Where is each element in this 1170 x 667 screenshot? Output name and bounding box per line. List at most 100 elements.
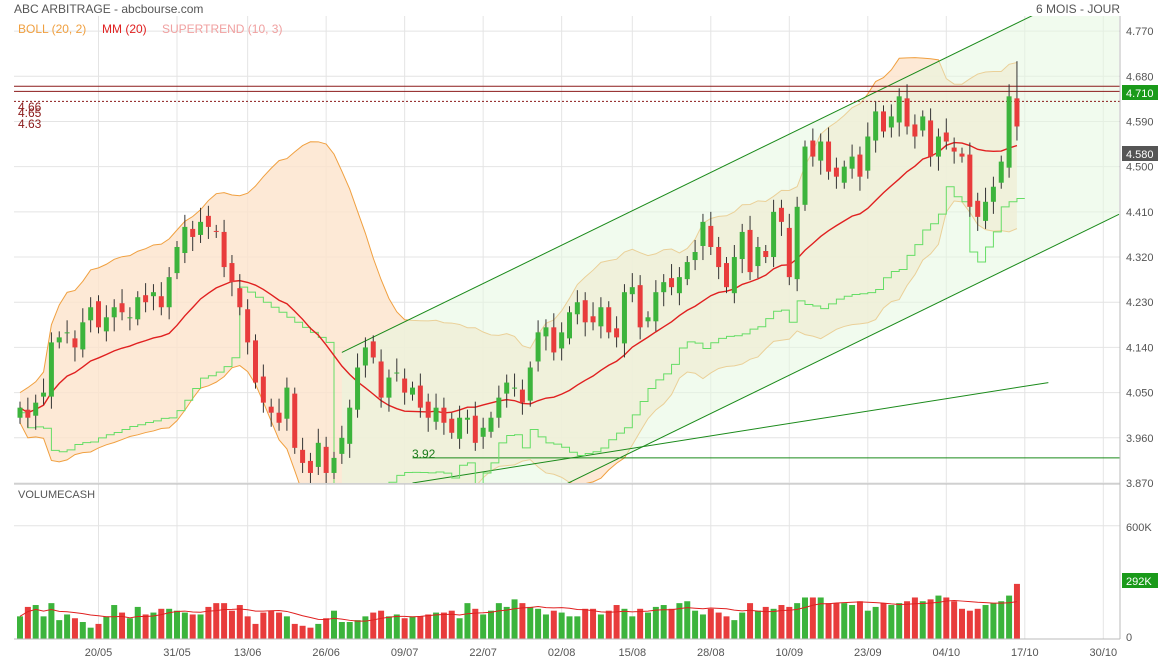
x-tick-label: 20/05 <box>85 647 113 659</box>
candle-body <box>213 230 219 232</box>
candle-body <box>205 215 211 227</box>
volume-bar <box>919 601 926 639</box>
volume-bar <box>943 597 950 639</box>
volume-bar <box>982 605 989 639</box>
volume-bar <box>864 610 871 639</box>
candle-body <box>300 449 306 463</box>
volume-bar <box>299 625 306 639</box>
candle-body <box>692 252 698 261</box>
y-tick-label: 3.870 <box>1126 478 1154 490</box>
candle-body <box>370 341 376 358</box>
candle-body <box>315 442 321 467</box>
volume-bar <box>323 618 330 639</box>
candle-body <box>103 317 109 332</box>
volume-bar <box>221 603 228 639</box>
candle-body <box>464 417 470 420</box>
volume-bar <box>338 622 345 639</box>
volume-bar <box>166 608 173 639</box>
volume-bar <box>354 620 361 639</box>
volume-bar <box>236 605 243 639</box>
volume-bar <box>660 605 667 639</box>
candle-body <box>975 200 981 217</box>
volume-bar <box>621 608 628 639</box>
candle-body <box>221 231 227 268</box>
candle-body <box>755 246 761 267</box>
candle-body <box>253 340 258 383</box>
candle-body <box>276 412 282 423</box>
volume-bar <box>464 603 471 639</box>
volume-bar <box>134 606 141 639</box>
candle-body <box>457 417 463 439</box>
volume-bar <box>802 597 808 639</box>
volume-bar <box>228 610 235 639</box>
volume-bar <box>385 616 392 639</box>
volume-bar <box>417 616 424 639</box>
volume-bar <box>778 605 785 639</box>
volume-bar <box>126 618 133 639</box>
volume-bar <box>378 610 385 639</box>
volume-bar <box>393 614 400 639</box>
x-tick-label: 04/10 <box>933 647 961 659</box>
volume-bar <box>896 603 903 639</box>
candle-body <box>378 361 384 398</box>
candle-body <box>629 287 635 295</box>
candle-body <box>410 387 415 395</box>
volume-bar <box>283 616 290 639</box>
candle-body <box>158 296 164 308</box>
volume-bar <box>346 622 353 639</box>
volume-average-line <box>19 599 1018 622</box>
volume-bar <box>582 608 589 639</box>
volume-bar <box>535 608 542 639</box>
volume-bar <box>762 606 769 639</box>
candle-body <box>512 387 518 389</box>
x-tick-label: 10/09 <box>776 647 804 659</box>
volume-bar <box>488 610 494 639</box>
volume-bar <box>715 612 722 639</box>
volume-bar <box>754 610 761 639</box>
candle-body <box>441 407 447 423</box>
candle-body <box>810 140 816 157</box>
volume-bar <box>276 612 283 639</box>
candle-body <box>778 207 784 222</box>
candle-body <box>496 397 502 418</box>
candle-body <box>559 332 565 349</box>
volume-bar <box>260 612 267 639</box>
volume-bar <box>888 605 895 639</box>
candle-body <box>849 156 855 169</box>
volume-bar <box>119 612 126 639</box>
volume-bar <box>707 608 714 639</box>
y-tick-label: 3.960 <box>1126 433 1154 445</box>
volume-bar <box>448 610 455 639</box>
volume-bar <box>1006 595 1013 639</box>
candle-body <box>535 332 541 362</box>
candle-body <box>339 437 345 454</box>
volume-bar <box>401 618 408 639</box>
legend-supertrend: SUPERTREND (10, 3) <box>162 22 282 36</box>
volume-bar <box>174 610 180 639</box>
volume-bar <box>48 603 55 639</box>
candle-body <box>488 417 494 432</box>
volume-bar <box>495 603 502 639</box>
volume-bar <box>511 599 518 639</box>
candle-body <box>323 446 329 473</box>
candle-body <box>739 231 745 260</box>
candle-body <box>802 146 808 205</box>
candle-body <box>896 96 902 123</box>
volume-bar <box>17 616 23 639</box>
y-axis-ticks: 4.770 4.680 4.590 4.500 4.410 4.320 4.230 4.140… <box>1126 26 1154 490</box>
volume-bar <box>558 612 565 639</box>
volume-bar <box>205 606 212 639</box>
volume-bar <box>472 608 479 639</box>
volume-bar <box>197 614 204 639</box>
trend-channel-fill <box>341 16 1119 483</box>
candle-body <box>80 322 86 350</box>
volume-bar <box>786 606 793 639</box>
resistance-label-1: 4.66 <box>18 100 42 114</box>
candle-body <box>716 246 722 268</box>
volume-bar <box>872 606 879 639</box>
period-label: 6 MOIS - JOUR <box>1036 2 1120 16</box>
volume-bar <box>315 623 322 639</box>
candle-body <box>645 317 651 322</box>
candle-body <box>504 382 510 394</box>
volume-bar <box>244 616 251 639</box>
